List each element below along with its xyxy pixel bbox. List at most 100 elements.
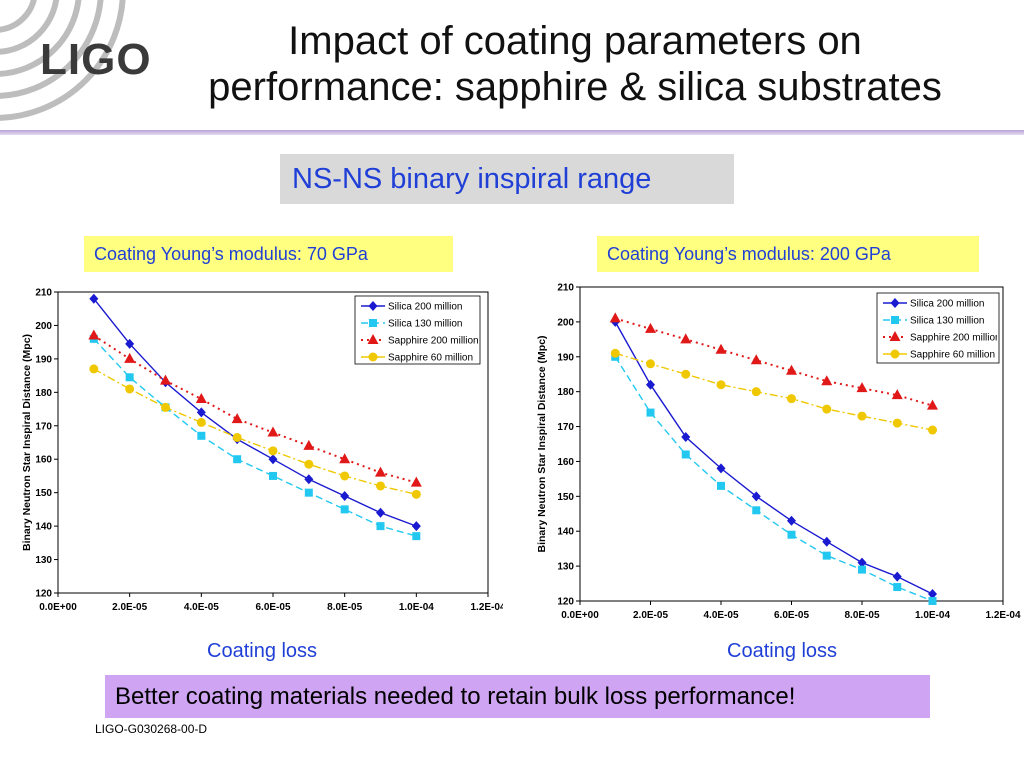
data-point	[893, 583, 902, 592]
data-point	[681, 450, 690, 459]
data-point	[927, 399, 938, 410]
series-line-1	[614, 321, 933, 595]
data-point	[304, 474, 314, 485]
data-point	[125, 338, 135, 349]
data-point	[304, 488, 313, 497]
series-line-4	[93, 368, 417, 495]
x-tick-label: 1.2E-04	[470, 602, 503, 613]
y-tick-label: 200	[557, 317, 574, 328]
x-tick-label: 1.0E-04	[915, 610, 950, 621]
data-point	[716, 380, 726, 390]
legend-entry: Silica 200 million	[388, 302, 462, 313]
x-tick-label: 8.0E-05	[327, 602, 362, 613]
series-line-1	[93, 298, 417, 527]
data-point	[856, 382, 868, 393]
data-point	[304, 459, 314, 469]
legend: Silica 200 million Silica 130 million Sapp…	[354, 295, 481, 365]
data-point	[89, 364, 99, 374]
data-point	[375, 466, 386, 477]
data-point	[787, 394, 796, 404]
x-axis-title-200gpa: Coating loss	[727, 640, 838, 662]
legend-marker	[369, 319, 377, 327]
legend-marker	[891, 316, 899, 324]
data-point	[411, 521, 421, 532]
data-point	[268, 446, 278, 456]
data-point	[233, 455, 242, 464]
x-tick-label: 1.0E-04	[399, 602, 434, 613]
data-point	[715, 343, 727, 354]
legend: Silica 200 million Silica 130 million Sapp…	[876, 292, 1000, 364]
data-point	[376, 481, 385, 491]
x-axis-title-70gpa: Coating loss	[207, 640, 318, 662]
x-tick-label: 6.0E-05	[255, 602, 290, 613]
x-tick-label: 2.0E-05	[633, 610, 668, 621]
x-tick-label: 2.0E-05	[112, 602, 147, 613]
data-point	[303, 439, 315, 450]
legend-entry: Sapphire 200 million	[388, 336, 479, 347]
series-line-2	[614, 356, 933, 602]
legend-marker	[368, 352, 378, 362]
y-tick-label: 190	[35, 354, 52, 365]
data-point	[89, 293, 99, 304]
data-point	[822, 404, 832, 414]
data-point	[646, 359, 655, 369]
data-point	[822, 551, 831, 560]
y-tick-label: 190	[557, 352, 574, 363]
data-point	[197, 431, 206, 440]
page-title-line1: Impact of coating parameters on	[288, 19, 862, 63]
data-point	[928, 597, 937, 605]
panel-label-70gpa: Coating Young’s modulus: 70 GPa	[84, 236, 453, 272]
data-point	[340, 491, 350, 502]
x-tick-label: 1.2E-04	[985, 610, 1020, 621]
x-tick-label: 0.0E+00	[39, 602, 77, 613]
page-title: Impact of coating parameters on performa…	[150, 18, 1000, 110]
y-tick-label: 170	[35, 421, 52, 432]
document-id: LIGO-G030268-00-D	[95, 722, 208, 736]
data-point	[857, 411, 867, 421]
data-point	[680, 333, 692, 344]
data-point	[752, 506, 761, 515]
legend-marker	[368, 301, 378, 311]
x-tick-label: 4.0E-05	[184, 602, 219, 613]
legend-marker	[890, 349, 900, 359]
data-point	[410, 476, 422, 487]
data-point	[88, 329, 100, 340]
data-point	[376, 522, 385, 531]
data-point	[610, 348, 620, 358]
data-point	[124, 352, 136, 363]
data-point	[269, 471, 277, 480]
data-point	[339, 453, 351, 464]
y-tick-label: 140	[35, 522, 52, 533]
legend-entry: Sapphire 60 million	[910, 350, 995, 361]
y-axis-label: Binary Neutron Star Inspiral Distance (M…	[21, 334, 33, 551]
y-tick-label: 180	[35, 388, 52, 399]
y-tick-label: 170	[557, 422, 574, 433]
data-point	[646, 379, 655, 390]
data-point	[751, 387, 761, 397]
y-tick-label: 150	[35, 488, 52, 499]
data-point	[892, 418, 902, 428]
data-point	[891, 389, 903, 400]
y-tick-label: 200	[35, 321, 52, 332]
y-tick-label: 130	[35, 555, 52, 566]
data-point	[196, 407, 206, 418]
data-point	[786, 364, 797, 375]
data-point	[267, 426, 279, 437]
data-point	[787, 515, 796, 526]
data-point	[376, 507, 385, 518]
data-point	[857, 557, 867, 568]
data-point	[195, 393, 207, 404]
data-point	[821, 375, 833, 386]
data-point	[928, 425, 937, 435]
data-point	[787, 530, 796, 539]
data-point	[681, 369, 691, 379]
data-point	[645, 322, 656, 333]
y-tick-label: 120	[35, 589, 52, 600]
y-tick-label: 120	[557, 597, 574, 608]
logo-text: LIGO	[40, 35, 152, 84]
data-point	[411, 489, 421, 499]
data-point	[125, 373, 134, 382]
data-point	[717, 481, 725, 490]
data-point	[196, 417, 206, 427]
series-line-3	[615, 317, 933, 407]
